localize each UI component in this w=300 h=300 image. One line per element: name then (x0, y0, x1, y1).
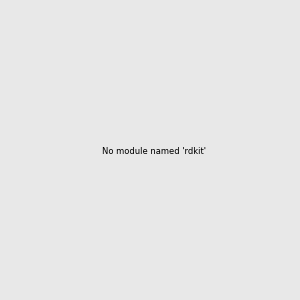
Text: No module named 'rdkit': No module named 'rdkit' (102, 147, 206, 156)
